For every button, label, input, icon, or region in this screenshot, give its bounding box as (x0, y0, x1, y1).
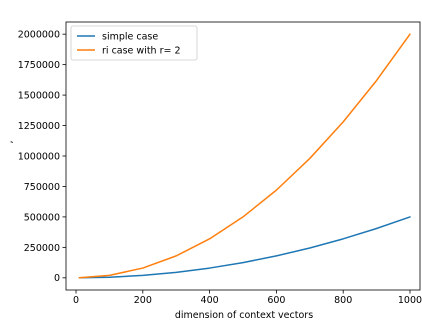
y-tick-label: 250000 (24, 243, 60, 254)
y-tick-label: 1000000 (18, 151, 60, 162)
legend-label: simple case (102, 31, 158, 42)
legend: simple case ri case with r= 2 (70, 25, 198, 61)
y-axis: 0 250000 500000 750000 1000000 1250000 1500000… (18, 30, 66, 284)
y-tick-label: 1750000 (18, 60, 60, 71)
y-tick-label: 750000 (24, 182, 60, 193)
x-tick-label: 200 (134, 295, 152, 306)
legend-label: ri case with r= 2 (102, 45, 181, 56)
series-line-2 (78, 33, 411, 279)
y-tick-label: 2000000 (18, 30, 60, 41)
legend-box (70, 25, 198, 61)
x-tick-label: 800 (334, 295, 352, 306)
series-layer (78, 33, 411, 279)
x-tick-label: 400 (201, 295, 219, 306)
y-tick-label: 0 (54, 273, 60, 284)
y-tick-label: 1250000 (18, 121, 60, 132)
x-axis-label: dimension of context vectors (175, 310, 313, 321)
y-axis-label: , (4, 140, 15, 143)
y-tick-label: 1500000 (18, 90, 60, 101)
series-line-1 (78, 216, 411, 279)
x-axis: 0 200 400 600 800 1000 (73, 290, 422, 306)
x-tick-label: 600 (267, 295, 285, 306)
y-tick-label: 500000 (24, 212, 60, 223)
x-tick-label: 1000 (398, 295, 422, 306)
x-tick-label: 0 (73, 295, 79, 306)
